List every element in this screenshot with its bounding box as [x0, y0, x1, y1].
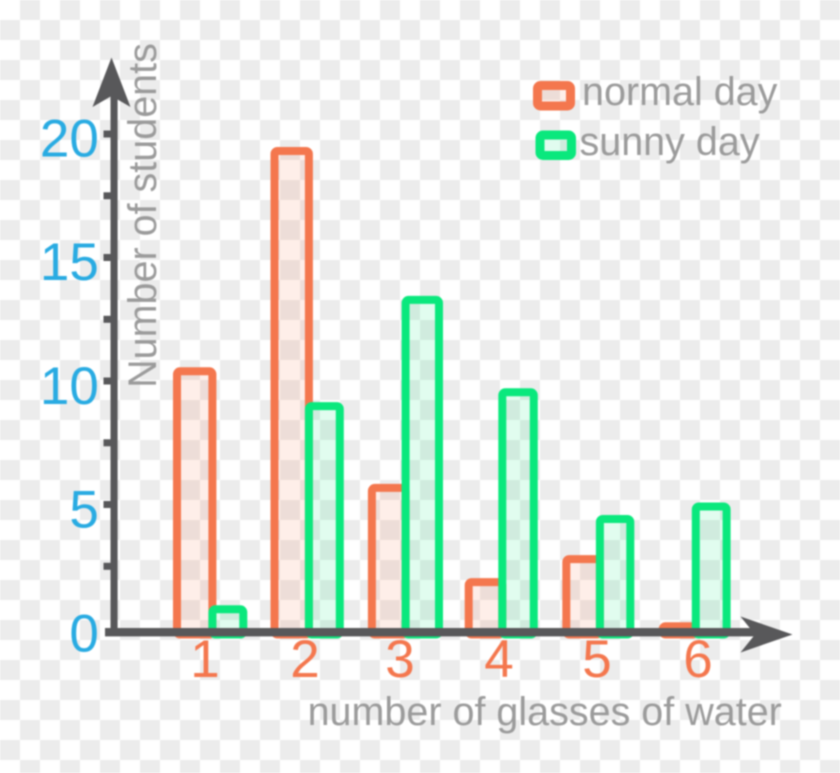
svg-text:sunny day: sunny day [580, 120, 760, 164]
svg-text:5: 5 [582, 630, 611, 689]
svg-text:5: 5 [69, 481, 98, 540]
svg-text:6: 6 [683, 630, 712, 689]
svg-text:1: 1 [190, 630, 219, 689]
svg-text:Number of students: Number of students [121, 43, 165, 388]
svg-text:number of glasses of water: number of glasses of water [308, 690, 782, 734]
svg-text:4: 4 [484, 630, 513, 689]
svg-text:normal day: normal day [582, 70, 778, 114]
svg-text:20: 20 [40, 109, 99, 168]
svg-text:15: 15 [40, 233, 99, 292]
svg-text:3: 3 [385, 630, 414, 689]
svg-text:10: 10 [40, 357, 99, 416]
svg-text:0: 0 [69, 604, 98, 663]
svg-text:2: 2 [290, 630, 319, 689]
